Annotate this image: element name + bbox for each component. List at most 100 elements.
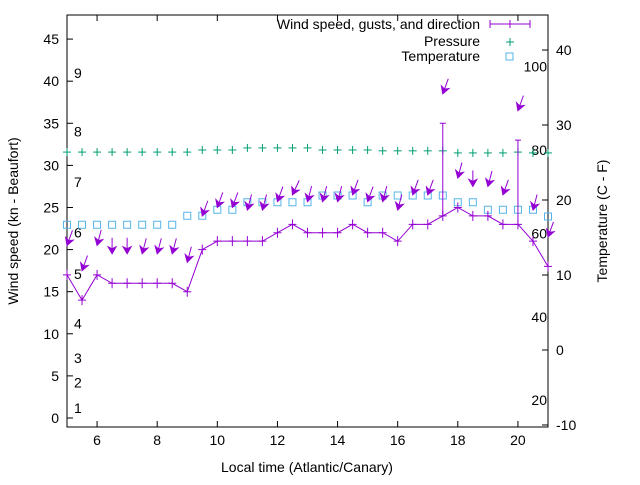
gust-arrow-head [79, 261, 90, 272]
gust-arrow-head [484, 177, 496, 188]
wind-speed-point [198, 244, 207, 255]
gust-arrow-head [425, 185, 436, 196]
wind-speed-point [498, 219, 507, 230]
wind-speed-point [333, 227, 342, 238]
y2-tick-label: 30 [556, 117, 572, 133]
wind-speed-point [528, 236, 537, 247]
y2-tick-label: 0 [556, 342, 564, 358]
pressure-point [123, 148, 132, 157]
gust-arrow-head [154, 244, 165, 255]
legend-label-temperature: Temperature [401, 48, 480, 64]
temperature-point [93, 220, 102, 229]
gust-arrow-head [379, 192, 390, 203]
legend: Wind speed, gusts, and direction Pressur… [277, 16, 531, 64]
pressure-point [468, 148, 477, 157]
wind-speed-point [108, 278, 117, 289]
gust-arrow-head [291, 185, 301, 196]
gust-arrow-head [139, 244, 150, 255]
temperature-point [63, 220, 71, 229]
temperature-point [393, 191, 402, 200]
wind-speed-point [423, 219, 432, 230]
wind-speed-point [138, 278, 147, 289]
wind-speed-point [168, 278, 177, 289]
wind-speed-point [393, 236, 402, 247]
y-tick-label: 0 [51, 410, 59, 426]
beaufort-label: 2 [74, 375, 82, 391]
gust-arrow-head [440, 84, 451, 95]
wind-speed-point [318, 227, 327, 238]
y-tick-label: 40 [43, 73, 59, 89]
y-tick-label: 20 [43, 242, 59, 258]
gust-arrow-head [121, 245, 133, 255]
gust-arrow-head [530, 200, 541, 211]
wind-speed-point [213, 236, 222, 247]
pressure-point [393, 146, 402, 155]
x-tick-label: 20 [510, 432, 526, 448]
pressure-point [498, 148, 507, 157]
temperature-point [108, 220, 117, 229]
gust-arrow-head [394, 200, 405, 211]
gust-arrow-head [350, 185, 361, 196]
pressure-point [228, 146, 237, 154]
gust-arrow-head [200, 206, 211, 217]
legend-sample-temperature [505, 52, 514, 61]
gust-arrow-head [319, 192, 330, 203]
gust-arrow-head [545, 227, 556, 238]
wind-speed-point [468, 210, 477, 221]
gust-error-bar [514, 139, 521, 225]
fahrenheit-label: 40 [531, 309, 547, 325]
pressure-point [544, 148, 552, 157]
beaufort-label: 7 [74, 174, 82, 190]
gust-arrow-head [467, 178, 479, 188]
beaufort-label: 5 [74, 266, 82, 282]
pressure-point [528, 148, 537, 157]
temperature-point [183, 211, 192, 220]
pressure-point [423, 146, 432, 155]
pressure-point [93, 148, 102, 157]
wind-speed-point [483, 210, 492, 221]
x-tick-label: 8 [153, 432, 161, 448]
pressure-point [243, 143, 252, 152]
temperature-point [78, 220, 87, 229]
pressure-point [138, 148, 147, 157]
wind-speed-point [273, 227, 282, 238]
temperature-point [138, 220, 147, 229]
wind-speed-point [258, 236, 267, 247]
temperature-point [544, 212, 552, 221]
beaufort-label: 6 [74, 225, 82, 241]
x-tick-label: 6 [93, 432, 101, 448]
beaufort-label: 9 [74, 65, 82, 81]
gust-arrow-head [215, 197, 226, 209]
gust-arrow-head [515, 101, 526, 112]
wind-speed-point [78, 295, 87, 306]
y-tick-label: 25 [43, 199, 59, 215]
gust-error-bar [439, 122, 446, 216]
wind-speed-point [363, 227, 372, 238]
gust-arrow-head [169, 244, 180, 255]
wind-speed-point [93, 269, 102, 280]
wind-speed-point [348, 219, 357, 230]
gust-arrow-head [304, 192, 315, 203]
gust-arrow-head [230, 197, 241, 209]
y-tick-label: 10 [43, 326, 59, 342]
y-axis-label: Wind speed (kn - Beaufort) [5, 137, 21, 304]
gust-arrow-head [454, 168, 466, 179]
wind-speed-point [303, 227, 312, 238]
wind-speed-point [63, 269, 71, 280]
temperature-point [168, 220, 177, 229]
pressure-point [408, 146, 417, 155]
fahrenheit-label: 100 [524, 59, 548, 75]
y-tick-label: 35 [43, 115, 59, 131]
pressure-point [78, 148, 87, 157]
pressure-point [333, 146, 342, 154]
wind-speed-point [544, 261, 552, 272]
pressure-point [453, 148, 462, 157]
pressure-point [318, 146, 327, 154]
temperature-point [468, 198, 477, 207]
gust-arrow-head [275, 192, 286, 203]
gust-arrow-head [500, 185, 511, 196]
beaufort-label: 3 [74, 350, 82, 366]
gust-arrow-head [259, 200, 270, 211]
beaufort-label: 8 [74, 124, 82, 140]
